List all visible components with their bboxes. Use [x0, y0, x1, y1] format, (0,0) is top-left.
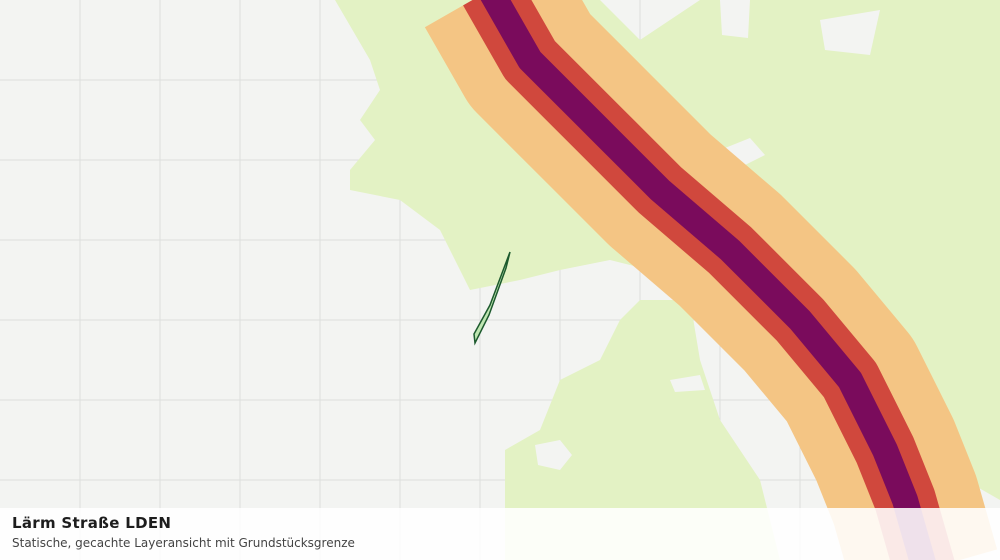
clearing [535, 440, 572, 470]
layer-subtitle: Statische, gecachte Layeransicht mit Gru… [12, 536, 355, 550]
caption-panel: Lärm Straße LDEN Statische, gecachte Lay… [0, 508, 1000, 560]
layer-title: Lärm Straße LDEN [12, 514, 172, 532]
clearing [720, 138, 765, 165]
clearings [535, 0, 880, 470]
noise-bands [424, 0, 998, 560]
clearing [720, 0, 750, 38]
parcel-boundary [473, 251, 511, 346]
clearing [820, 10, 880, 55]
clearing [670, 375, 705, 392]
noise-band-high [480, 0, 936, 560]
